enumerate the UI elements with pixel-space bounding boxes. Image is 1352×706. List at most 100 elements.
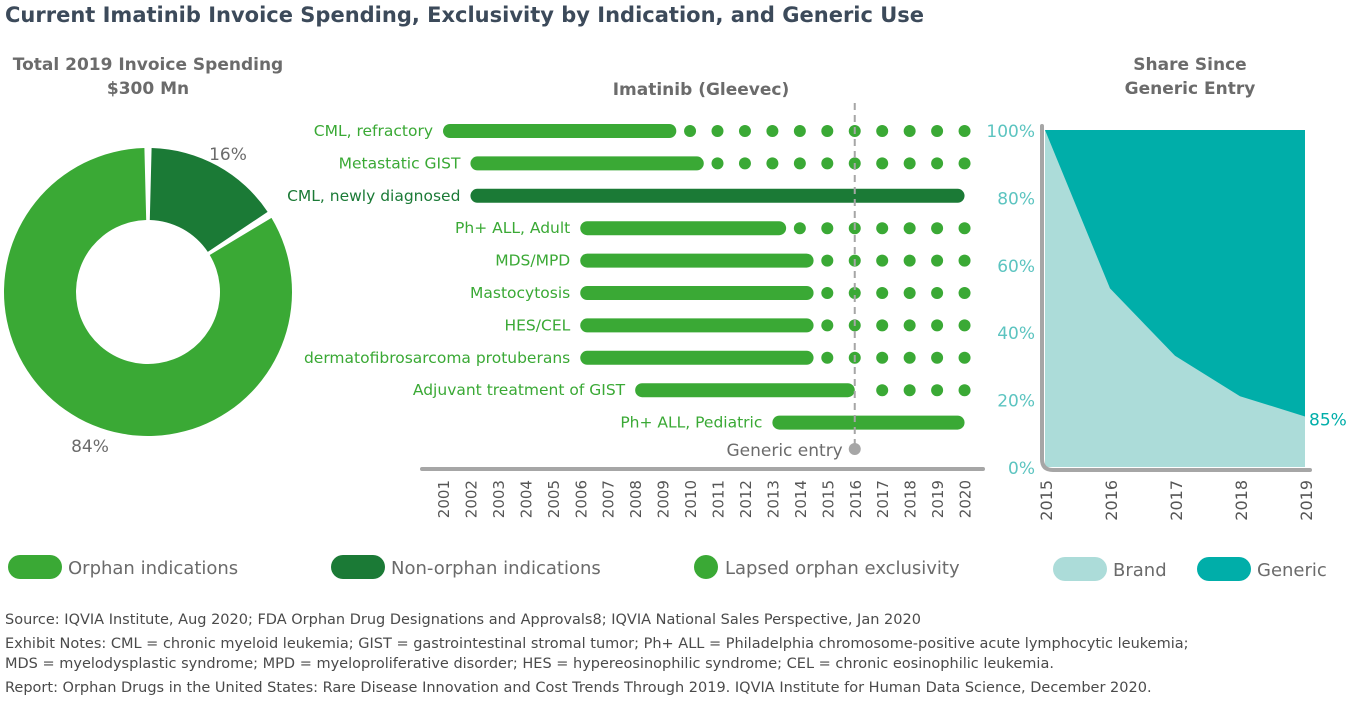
timeline-row-label: CML, refractory bbox=[314, 122, 433, 140]
area-x-tick: 2018 bbox=[1232, 480, 1251, 521]
area-axes bbox=[1040, 124, 1312, 472]
timeline-lapsed-dot bbox=[958, 254, 971, 267]
donut-chart: Total 2019 Invoice Spending $300 Mn 16% 8… bbox=[4, 55, 292, 457]
timeline-bar bbox=[580, 350, 814, 365]
timeline-lapsed-dot bbox=[738, 125, 751, 137]
area-end-label: 85% bbox=[1309, 410, 1347, 430]
timeline-x-tick: 2019 bbox=[929, 480, 947, 518]
timeline-lapsed-dot bbox=[821, 351, 834, 364]
timeline-bar bbox=[635, 383, 855, 398]
timeline-lapsed-dot bbox=[958, 125, 971, 137]
timeline-lapsed-dot bbox=[821, 254, 834, 267]
area-y-tick: 100% bbox=[986, 122, 1035, 142]
area-x-tick: 2015 bbox=[1037, 480, 1056, 521]
timeline-lapsed-dot bbox=[876, 125, 889, 137]
area-y-tick: 60% bbox=[997, 257, 1035, 277]
timeline-lapsed-dot bbox=[931, 157, 944, 170]
timeline-lapsed-dot bbox=[793, 125, 806, 137]
footer-report: Report: Orphan Drugs in the United State… bbox=[5, 680, 1152, 696]
timeline-x-tick: 2006 bbox=[572, 480, 590, 518]
timeline-lapsed-dot bbox=[876, 157, 889, 170]
legend-orphan-swatch bbox=[8, 555, 62, 579]
timeline-lapsed-dot bbox=[958, 351, 971, 364]
donut-slice-label: 84% bbox=[71, 437, 109, 457]
timeline-lapsed-dot bbox=[958, 319, 971, 332]
area-y-tick: 80% bbox=[997, 189, 1035, 209]
timeline-lapsed-dot bbox=[931, 125, 944, 137]
timeline-lapsed-dot bbox=[766, 125, 779, 137]
timeline-row-label: Ph+ ALL, Adult bbox=[455, 219, 570, 237]
timeline-lapsed-dot bbox=[821, 222, 834, 235]
footer-notes-line1: Exhibit Notes: CML = chronic myeloid leu… bbox=[5, 636, 1189, 652]
timeline-x-tick: 2001 bbox=[435, 480, 453, 518]
timeline-x-tick: 2009 bbox=[655, 480, 673, 518]
timeline-x-tick: 2014 bbox=[792, 480, 810, 518]
timeline-lapsed-dot bbox=[848, 287, 861, 299]
legend-brand-label: Brand bbox=[1113, 560, 1167, 581]
area-x-tick: 2017 bbox=[1167, 480, 1186, 521]
timeline-lapsed-dot bbox=[876, 254, 889, 267]
timeline-lapsed-dot bbox=[876, 287, 889, 299]
timeline-lapsed-dot bbox=[876, 351, 889, 364]
timeline-x-tick: 2003 bbox=[490, 480, 508, 518]
timeline-x-tick: 2011 bbox=[710, 480, 728, 518]
area-x-tick: 2019 bbox=[1297, 480, 1316, 521]
timeline-lapsed-dot bbox=[903, 222, 916, 235]
timeline-lapsed-dot bbox=[738, 157, 751, 170]
donut-slice bbox=[149, 148, 268, 252]
donut-subtitle: $300 Mn bbox=[107, 79, 189, 99]
timeline-bar bbox=[443, 124, 677, 138]
timeline-lapsed-dot bbox=[931, 222, 944, 235]
timeline-x-tick: 2016 bbox=[847, 480, 865, 518]
timeline-lapsed-dot bbox=[931, 254, 944, 267]
timeline-lapsed-dot bbox=[711, 125, 724, 137]
timeline-lapsed-dot bbox=[876, 222, 889, 235]
main-title: Current Imatinib Invoice Spending, Exclu… bbox=[5, 3, 924, 27]
timeline-bar bbox=[580, 286, 814, 300]
timeline-row-label: dermatofibrosarcoma protuberans bbox=[304, 349, 570, 367]
legend-generic-label: Generic bbox=[1257, 560, 1327, 581]
legend-orphan-label: Orphan indications bbox=[68, 558, 238, 579]
timeline-lapsed-dot bbox=[876, 384, 889, 397]
timeline-x-tick: 2010 bbox=[682, 480, 700, 518]
generic-entry-label: Generic entry bbox=[726, 441, 842, 461]
timeline-x-tick: 2008 bbox=[627, 480, 645, 518]
timeline-row-label: Adjuvant treatment of GIST bbox=[413, 381, 626, 399]
timeline-x-tick: 2002 bbox=[462, 480, 480, 518]
timeline-row-label: HES/CEL bbox=[504, 316, 570, 334]
area-y-tick: 0% bbox=[1008, 459, 1035, 479]
timeline-row-label: Ph+ ALL, Pediatric bbox=[620, 414, 762, 432]
timeline-bar bbox=[580, 318, 814, 333]
timeline-title: Imatinib (Gleevec) bbox=[613, 80, 790, 100]
timeline-row-label: MDS/MPD bbox=[495, 252, 570, 270]
timeline-lapsed-dot bbox=[766, 157, 779, 170]
timeline-x-tick: 2007 bbox=[600, 480, 618, 518]
area-title-line2: Generic Entry bbox=[1125, 79, 1256, 99]
legend-generic-swatch bbox=[1197, 557, 1251, 581]
legend-lapsed-label: Lapsed orphan exclusivity bbox=[725, 558, 960, 579]
timeline-x-tick: 2017 bbox=[874, 480, 892, 518]
timeline-lapsed-dot bbox=[958, 287, 971, 299]
timeline-lapsed-dot bbox=[793, 222, 806, 235]
timeline-x-tick: 2018 bbox=[902, 480, 920, 518]
timeline-bar bbox=[580, 253, 814, 268]
timeline-bar bbox=[580, 221, 787, 236]
footer-source: Source: IQVIA Institute, Aug 2020; FDA O… bbox=[5, 612, 921, 628]
area-y-tick: 20% bbox=[997, 392, 1035, 412]
timeline-row-label: CML, newly diagnosed bbox=[287, 187, 460, 205]
timeline-lapsed-dot bbox=[931, 319, 944, 332]
generic-entry-marker bbox=[848, 443, 861, 455]
timeline-row-label: Mastocytosis bbox=[470, 284, 570, 302]
legend: Orphan indications Non-orphan indication… bbox=[8, 555, 1327, 581]
timeline-lapsed-dot bbox=[903, 351, 916, 364]
timeline-chart: Imatinib (Gleevec) CML, refractory Metast… bbox=[287, 80, 985, 518]
donut-title: Total 2019 Invoice Spending bbox=[13, 55, 283, 75]
timeline-bar bbox=[470, 188, 965, 203]
timeline-lapsed-dot bbox=[903, 254, 916, 267]
legend-brand-swatch bbox=[1053, 557, 1107, 581]
legend-non-orphan-label: Non-orphan indications bbox=[391, 558, 601, 579]
timeline-lapsed-dot bbox=[903, 125, 916, 137]
legend-non-orphan-swatch bbox=[331, 555, 385, 579]
timeline-lapsed-dot bbox=[958, 384, 971, 397]
